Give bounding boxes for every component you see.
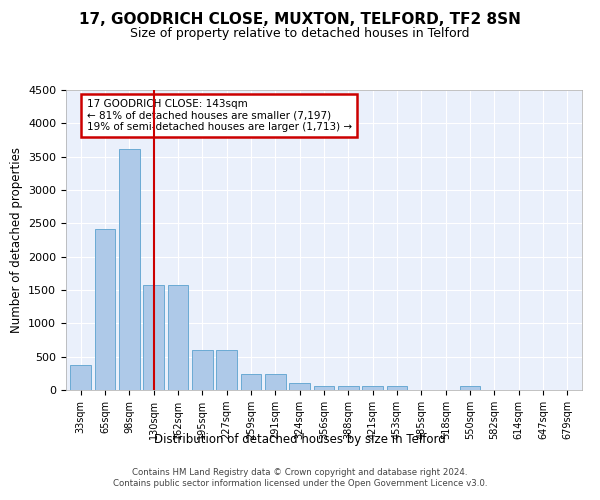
Bar: [386, 386, 407, 390]
Bar: [167, 284, 188, 390]
Bar: [70, 365, 91, 390]
Bar: [119, 148, 140, 390]
Bar: [338, 386, 359, 390]
Text: 17 GOODRICH CLOSE: 143sqm
← 81% of detached houses are smaller (7,197)
19% of se: 17 GOODRICH CLOSE: 143sqm ← 81% of detac…: [86, 99, 352, 132]
Bar: [143, 284, 164, 390]
Bar: [95, 228, 115, 390]
Text: Contains HM Land Registry data © Crown copyright and database right 2024.
Contai: Contains HM Land Registry data © Crown c…: [113, 468, 487, 487]
Bar: [192, 350, 212, 390]
Bar: [289, 383, 310, 390]
Bar: [216, 350, 237, 390]
Bar: [241, 374, 262, 390]
Bar: [265, 374, 286, 390]
Bar: [314, 386, 334, 390]
Text: Distribution of detached houses by size in Telford: Distribution of detached houses by size …: [154, 432, 446, 446]
Text: Size of property relative to detached houses in Telford: Size of property relative to detached ho…: [130, 28, 470, 40]
Y-axis label: Number of detached properties: Number of detached properties: [10, 147, 23, 333]
Bar: [460, 386, 481, 390]
Bar: [362, 386, 383, 390]
Text: 17, GOODRICH CLOSE, MUXTON, TELFORD, TF2 8SN: 17, GOODRICH CLOSE, MUXTON, TELFORD, TF2…: [79, 12, 521, 28]
